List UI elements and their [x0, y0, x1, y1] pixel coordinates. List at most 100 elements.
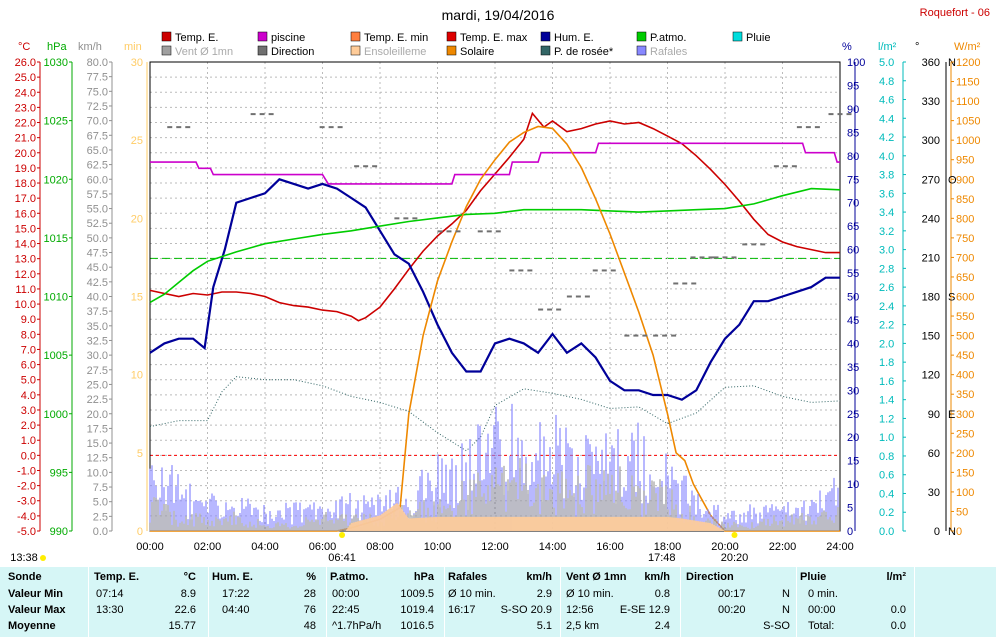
rain-tick-label: 3.8 [879, 170, 894, 182]
wind-tick-label: 72.5 [87, 101, 108, 113]
legend-label: Temp. E. [175, 32, 218, 44]
table-divider [208, 567, 209, 637]
humidity-tick-label: 85 [847, 127, 859, 139]
direction-tick-label: 0 [934, 526, 940, 538]
temp-tick-label: 14.0 [15, 239, 36, 251]
rain-tick-label: 3.0 [879, 245, 894, 257]
summary-cell: 22:45 [332, 604, 360, 616]
solar-tick-label: 0 [956, 526, 962, 538]
temp-tick-label: 10.0 [15, 299, 36, 311]
summary-cell: 1016.5 [400, 620, 434, 632]
rain-tick-label: 4.8 [879, 76, 894, 88]
legend-label: Hum. E. [554, 32, 594, 44]
summary-cell: 07:14 [96, 588, 124, 600]
legend-swatch [257, 31, 268, 42]
solar-tick-label: 400 [956, 370, 974, 382]
p-atmo-line [149, 187, 841, 304]
summary-row: Valeur Max 13:30 22.6 04:40 76 22:45 1019.4 16:… [0, 604, 996, 621]
legend-label: Pluie [746, 32, 770, 44]
temp-tick-label: 1.0 [21, 435, 36, 447]
weather-chart: mardi, 19/04/2016 Roquefort - 06 Temp. E. p… [10, 7, 990, 564]
sun-icon [731, 532, 738, 538]
solar-tick-label: 1200 [956, 57, 980, 69]
direction-axis-unit: ° [915, 41, 919, 53]
rain-tick-label: 4.6 [879, 95, 894, 107]
direction-tick-label: 300 [922, 135, 940, 147]
summary-row-label: Moyenne [8, 620, 56, 632]
time-tick-label: 14:00 [539, 541, 567, 553]
wind-tick-label: 60.0 [87, 174, 108, 186]
time-tick-label: 18:00 [654, 541, 682, 553]
station-name: Roquefort - 06 [920, 7, 990, 19]
temp-tick-label: -1.0 [17, 465, 36, 477]
legend-swatch [161, 31, 172, 42]
summary-cell: 0 min. [808, 588, 838, 600]
time-tick-label: 20:00 [711, 541, 739, 553]
summary-cell: 0.0 [890, 620, 906, 632]
wind-tick-label: 5.0 [93, 497, 108, 509]
temp-tick-label: 20.0 [15, 148, 36, 160]
summary-row-label: Valeur Min [8, 588, 64, 600]
legend-swatch [540, 45, 551, 56]
humidity-tick-label: 65 [847, 221, 859, 233]
rain-tick-label: 5.0 [879, 57, 894, 69]
solar-tick-label: 150 [956, 467, 974, 479]
temp-tick-label: 5.0 [21, 375, 36, 387]
wind-tick-label: 50.0 [87, 233, 108, 245]
humidity-tick-label: 80 [847, 151, 859, 163]
time-tick-label: 02:00 [194, 541, 222, 553]
table-divider [88, 567, 89, 637]
summary-cell: 0.8 [654, 588, 670, 600]
temp-axis-unit: °C [18, 41, 30, 53]
direction-cardinal-label: S [948, 292, 955, 304]
rain-tick-label: 3.6 [879, 188, 894, 200]
summary-cell: Total: [808, 620, 835, 632]
pressure-tick-label: 1005 [44, 350, 68, 362]
rain-tick-label: 1.4 [879, 395, 894, 407]
humidity-axis-unit: % [842, 41, 852, 53]
wind-tick-label: 30.0 [87, 350, 108, 362]
rain-tick-label: 2.6 [879, 282, 894, 294]
hum-e-line [149, 178, 840, 401]
ensoleilleme-area [150, 502, 840, 531]
temp-tick-label: 11.0 [15, 284, 36, 296]
wind-tick-label: 12.5 [87, 453, 108, 465]
direction-cardinal-label: O [948, 174, 957, 186]
temp-tick-label: 23.0 [15, 102, 36, 114]
table-divider [326, 567, 327, 637]
rain-tick-label: 2.0 [879, 338, 894, 350]
solar-tick-label: 700 [956, 252, 974, 264]
solar-tick-label: 850 [956, 194, 974, 206]
temp-tick-label: 0.0 [21, 450, 36, 462]
wind-tick-label: 25.0 [87, 379, 108, 391]
legend-swatch [636, 45, 647, 56]
temp-tick-label: 26.0 [15, 57, 36, 69]
solar-tick-label: 750 [956, 233, 974, 245]
moonset-label: 17:48 [648, 552, 676, 564]
summary-cell: 28 [303, 588, 316, 600]
summary-cell: 0.0 [890, 604, 906, 616]
solar-tick-label: 350 [956, 389, 974, 401]
summary-row: Valeur Min 07:14 8.9 17:22 28 00:00 1009.5 Ø 10… [0, 588, 996, 605]
legend-swatch [446, 45, 457, 56]
minutes-tick-label: 20 [131, 213, 143, 225]
summary-cell: 04:40 [222, 604, 250, 616]
temp-tick-label: 9.0 [21, 314, 36, 326]
time-tick-label: 06:00 [309, 541, 337, 553]
summary-cell: 13:30 [96, 604, 124, 616]
wind-tick-label: 70.0 [87, 116, 108, 128]
summary-table: Sonde Temp. E. °C Hum. E.% P.atmo. hPa Rafales… [0, 567, 996, 637]
wind-tick-label: 32.5 [87, 335, 108, 347]
temp-tick-label: 24.0 [15, 87, 36, 99]
temp-tick-label: 22.0 [15, 118, 36, 130]
pressure-tick-label: 1025 [44, 116, 68, 128]
summary-cell: 16:17 [448, 604, 476, 616]
rain-tick-label: 1.0 [879, 432, 894, 444]
solar-tick-label: 550 [956, 311, 974, 323]
summary-header-row: Sonde Temp. E. °C Hum. E.% P.atmo. hPa Rafales… [0, 571, 996, 588]
wind-tick-label: 52.5 [87, 218, 108, 230]
summary-header-cell: Pluie [800, 571, 827, 583]
temp-tick-label: 15.0 [15, 223, 36, 235]
wind-tick-label: 35.0 [87, 321, 108, 333]
legend-label: piscine [271, 32, 305, 44]
